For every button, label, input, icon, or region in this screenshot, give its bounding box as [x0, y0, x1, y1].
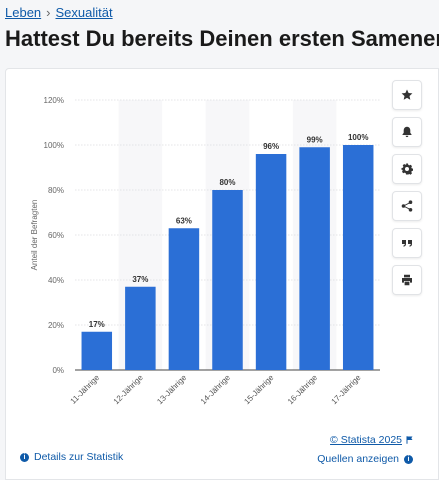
share-icon — [401, 200, 413, 212]
data-label: 99% — [307, 135, 323, 144]
breadcrumb: Leben › Sexualität — [5, 5, 113, 20]
data-label: 96% — [263, 142, 279, 151]
print-button[interactable] — [392, 265, 422, 295]
x-tick-label: 11-Jährige — [69, 373, 102, 406]
x-tick-label: 14-Jährige — [199, 373, 232, 406]
data-label: 100% — [348, 133, 368, 142]
breadcrumb-separator: › — [46, 5, 51, 20]
sources-label: Quellen anzeigen — [317, 453, 399, 465]
y-tick-label: 120% — [44, 96, 64, 105]
y-tick-label: 80% — [48, 186, 64, 195]
breadcrumb-link-sexualitaet[interactable]: Sexualität — [55, 5, 113, 20]
gear-icon — [401, 163, 413, 175]
data-labels: 17% 37% 63% 80% 96% 99% 100% — [89, 133, 369, 329]
share-button[interactable] — [392, 191, 422, 221]
print-icon — [402, 274, 412, 286]
favorite-button[interactable] — [392, 80, 422, 110]
bar[interactable] — [299, 147, 330, 370]
info-icon: i — [404, 454, 413, 464]
y-tick-labels: 0% 20% 40% 60% 80% 100% 120% — [44, 96, 64, 375]
x-tick-label: 17-Jährige — [330, 373, 363, 406]
quote-icon — [402, 240, 412, 247]
bar[interactable] — [212, 190, 243, 370]
y-axis-label: Anteil der Befragten — [30, 200, 39, 271]
x-tick-label: 15-Jährige — [242, 373, 275, 406]
page-title: Hattest Du bereits Deinen ersten Samener… — [5, 26, 439, 51]
bar[interactable] — [255, 154, 287, 370]
notification-button[interactable] — [392, 117, 422, 147]
x-tick-label: 13-Jährige — [155, 373, 188, 406]
cite-button[interactable] — [392, 228, 422, 258]
y-tick-label: 0% — [52, 366, 64, 375]
data-label: 80% — [219, 178, 235, 187]
x-tick-label: 16-Jährige — [286, 373, 319, 406]
y-tick-label: 100% — [44, 141, 64, 150]
bar[interactable] — [168, 228, 200, 370]
data-label: 37% — [132, 275, 148, 284]
copyright-label: © Statista 2025 — [330, 434, 402, 446]
data-label: 17% — [89, 320, 105, 329]
breadcrumb-link-leben[interactable]: Leben — [5, 5, 42, 20]
info-icon: i — [20, 452, 29, 462]
y-tick-label: 40% — [48, 276, 64, 285]
star-icon — [401, 89, 413, 100]
bell-icon — [402, 126, 412, 138]
settings-button[interactable] — [392, 154, 422, 184]
details-link[interactable]: i Details zur Statistik — [20, 451, 123, 463]
bar[interactable] — [125, 286, 156, 370]
x-tick-label: 12-Jährige — [112, 373, 145, 406]
bar[interactable] — [81, 331, 113, 370]
x-tick-labels: 11-Jährige 12-Jährige 13-Jährige 14-Jährige… — [69, 373, 363, 406]
details-label: Details zur Statistik — [34, 451, 124, 463]
copyright-link[interactable]: © Statista 2025 — [330, 434, 413, 446]
y-tick-label: 20% — [48, 321, 64, 330]
y-tick-label: 60% — [48, 231, 64, 240]
chart-toolbar — [392, 80, 422, 302]
bars — [81, 145, 374, 370]
bar[interactable] — [342, 145, 374, 370]
sources-link[interactable]: Quellen anzeigen i — [317, 453, 413, 465]
flag-icon — [406, 436, 413, 444]
data-label: 63% — [176, 216, 192, 225]
